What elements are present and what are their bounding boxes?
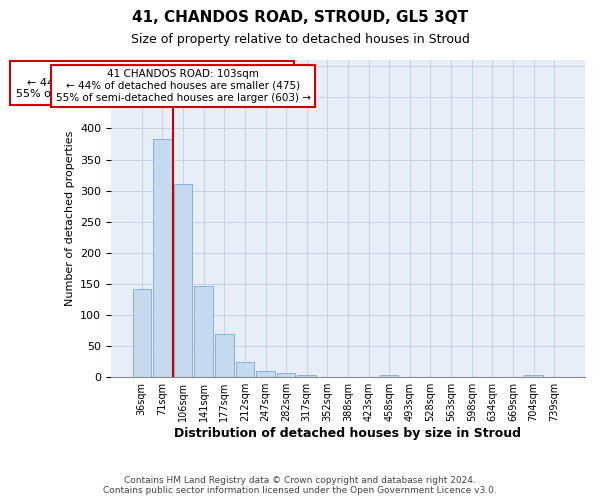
Bar — [298, 374, 316, 377]
Bar — [194, 286, 213, 377]
Bar — [133, 289, 151, 377]
Text: 41, CHANDOS ROAD, STROUD, GL5 3QT: 41, CHANDOS ROAD, STROUD, GL5 3QT — [132, 10, 468, 25]
Bar — [256, 371, 275, 377]
Text: Contains HM Land Registry data © Crown copyright and database right 2024.
Contai: Contains HM Land Registry data © Crown c… — [103, 476, 497, 495]
Text: Size of property relative to detached houses in Stroud: Size of property relative to detached ho… — [131, 32, 469, 46]
Y-axis label: Number of detached properties: Number of detached properties — [65, 131, 74, 306]
Bar — [524, 374, 543, 377]
Bar — [236, 362, 254, 377]
X-axis label: Distribution of detached houses by size in Stroud: Distribution of detached houses by size … — [175, 427, 521, 440]
Bar — [153, 139, 172, 377]
Bar — [174, 184, 193, 377]
Text: 41 CHANDOS ROAD: 103sqm
← 44% of detached houses are smaller (475)
55% of semi-d: 41 CHANDOS ROAD: 103sqm ← 44% of detache… — [56, 70, 311, 102]
Text: 41 CHANDOS ROAD: 103sqm
← 44% of detached houses are smaller (475)
55% of semi-d: 41 CHANDOS ROAD: 103sqm ← 44% of detache… — [16, 66, 289, 100]
Bar — [215, 334, 233, 377]
Bar — [380, 376, 398, 377]
Bar — [277, 373, 295, 377]
